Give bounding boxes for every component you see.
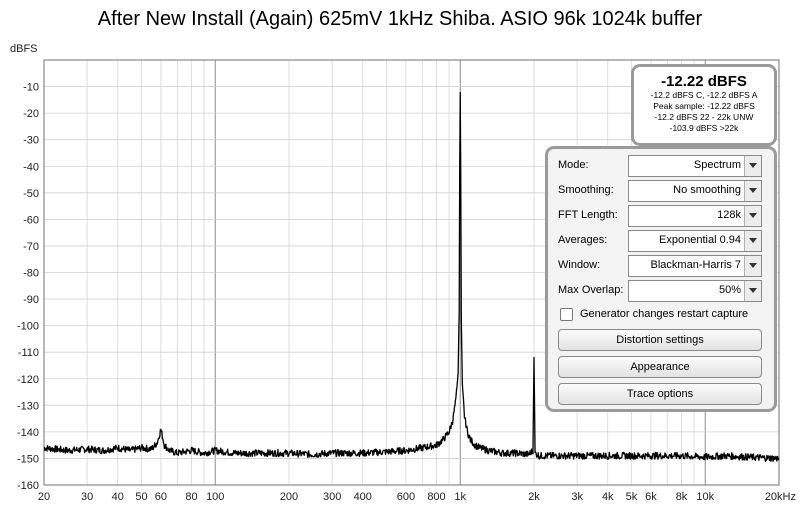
max-overlap-row: Max Overlap: 50% — [556, 280, 768, 302]
x-tick-label: 20 — [38, 491, 50, 503]
y-tick-label: -160 — [17, 480, 39, 492]
window-label: Window: — [558, 259, 601, 271]
mode-value: Spectrum — [693, 159, 741, 171]
chevron-down-icon[interactable] — [744, 231, 761, 251]
smoothing-row: Smoothing: No smoothing — [556, 180, 768, 202]
analyzer-controls-panel: Mode: Spectrum Smoothing: No smoothing F… — [545, 146, 777, 412]
spectrum-trace — [43, 91, 780, 462]
x-tick-label: 8k — [676, 491, 688, 503]
x-tick-label: 30 — [81, 491, 93, 503]
x-tick-label: 40 — [112, 491, 124, 503]
x-tick-label: 5k — [626, 491, 638, 503]
generator-restart-option[interactable]: Generator changes restart capture — [560, 307, 770, 323]
x-tick-label: 4k — [602, 491, 614, 503]
mode-row: Mode: Spectrum — [556, 155, 768, 177]
averages-value: Exponential 0.94 — [659, 234, 741, 246]
y-tick-label: -130 — [17, 400, 39, 412]
x-tick-label: 20kHz — [765, 491, 796, 503]
x-tick-label: 80 — [185, 491, 197, 503]
x-tick-label: 2k — [528, 491, 540, 503]
y-tick-label: -20 — [23, 108, 39, 120]
y-tick-label: -60 — [23, 214, 39, 226]
readout-line-peak: Peak sample: -12.22 dBFS — [653, 101, 755, 111]
level-readout-panel: -12.22 dBFS -12.2 dBFS C, -12.2 dBFS A P… — [631, 64, 777, 146]
window-value: Blackman-Harris 7 — [650, 259, 741, 271]
y-tick-label: -70 — [23, 241, 39, 253]
window-row: Window: Blackman-Harris 7 — [556, 255, 768, 277]
fft-length-select[interactable]: 128k — [628, 205, 762, 227]
generator-restart-label: Generator changes restart capture — [580, 308, 749, 320]
level-readout-main: -12.22 dBFS — [661, 73, 747, 90]
x-tick-label: 50 — [135, 491, 147, 503]
y-tick-label: -50 — [23, 188, 39, 200]
trace-options-button[interactable]: Trace options — [558, 383, 762, 405]
y-tick-label: -90 — [23, 294, 39, 306]
y-tick-label: -150 — [17, 453, 39, 465]
y-axis-label: dBFS — [10, 43, 38, 55]
appearance-button[interactable]: Appearance — [558, 356, 762, 378]
fft-length-label: FFT Length: — [558, 209, 618, 221]
chevron-down-icon[interactable] — [744, 206, 761, 226]
smoothing-label: Smoothing: — [558, 184, 614, 196]
max-overlap-label: Max Overlap: — [558, 284, 624, 296]
x-tick-label: 1k — [454, 491, 466, 503]
chart-title: After New Install (Again) 625mV 1kHz Shi… — [97, 8, 703, 30]
y-tick-label: -110 — [18, 347, 39, 359]
readout-line-unweighted: -12.2 dBFS 22 - 22k UNW — [654, 112, 754, 122]
distortion-settings-button[interactable]: Distortion settings — [558, 329, 762, 351]
fft-length-value: 128k — [717, 209, 741, 221]
max-overlap-value: 50% — [718, 284, 741, 296]
chevron-down-icon[interactable] — [744, 181, 761, 201]
generator-restart-checkbox[interactable] — [560, 308, 573, 321]
max-overlap-select[interactable]: 50% — [628, 280, 762, 302]
x-tick-label: 10k — [696, 491, 714, 503]
y-tick-label: -40 — [23, 161, 39, 173]
averages-label: Averages: — [558, 234, 608, 246]
y-tick-label: -80 — [23, 268, 39, 280]
plot-border — [43, 59, 780, 486]
y-tick-label: -140 — [17, 427, 39, 439]
x-tick-label: 3k — [571, 491, 583, 503]
x-tick-label: 200 — [280, 491, 298, 503]
y-tick-label: -10 — [23, 82, 39, 94]
x-tick-label: 300 — [323, 491, 341, 503]
chevron-down-icon[interactable] — [744, 281, 761, 301]
x-tick-label: 6k — [645, 491, 657, 503]
averages-row: Averages: Exponential 0.94 — [556, 230, 768, 252]
y-tick-label: -30 — [23, 135, 39, 147]
smoothing-select[interactable]: No smoothing — [628, 180, 762, 202]
chevron-down-icon[interactable] — [744, 156, 761, 176]
x-tick-label: 400 — [354, 491, 372, 503]
readout-line-weighted: -12.2 dBFS C, -12.2 dBFS A — [650, 90, 758, 100]
averages-select[interactable]: Exponential 0.94 — [628, 230, 762, 252]
x-tick-label: 800 — [427, 491, 445, 503]
x-tick-label: 100 — [206, 491, 224, 503]
x-tick-label: 60 — [155, 491, 167, 503]
mode-label: Mode: — [558, 159, 589, 171]
window-select[interactable]: Blackman-Harris 7 — [628, 255, 762, 277]
y-tick-label: -100 — [17, 321, 39, 333]
x-tick-label: 600 — [397, 491, 415, 503]
smoothing-value: No smoothing — [673, 184, 741, 196]
mode-select[interactable]: Spectrum — [628, 155, 762, 177]
fft-length-row: FFT Length: 128k — [556, 205, 768, 227]
y-tick-label: -120 — [17, 374, 39, 386]
readout-line-above-22k: -103.9 dBFS >22k — [669, 123, 739, 133]
chevron-down-icon[interactable] — [744, 256, 761, 276]
